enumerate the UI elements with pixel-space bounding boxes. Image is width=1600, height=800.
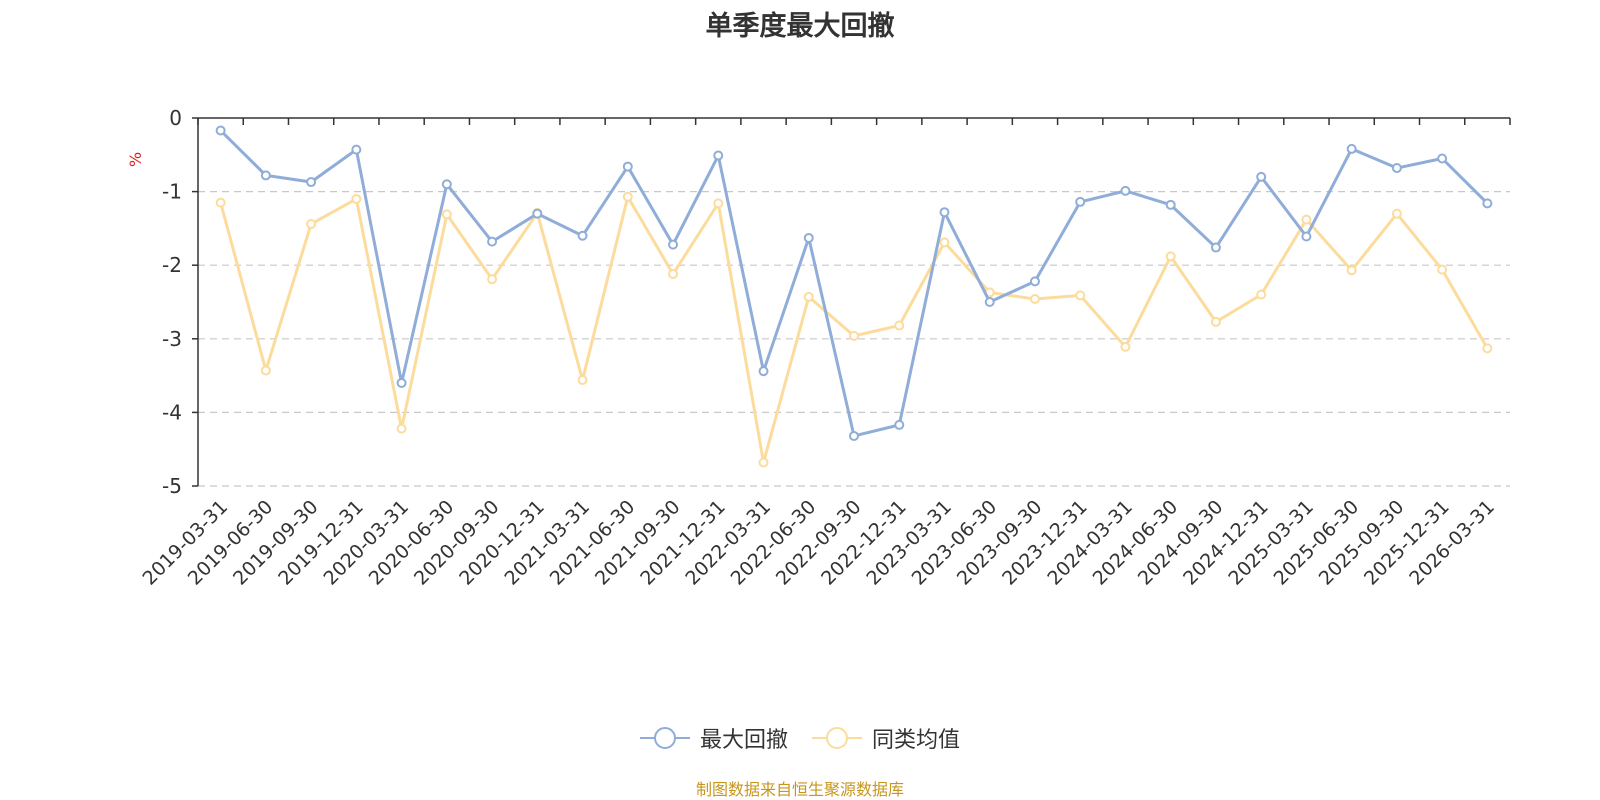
x-axis-ticks: 2019-03-312019-06-302019-09-302019-12-31… [139, 118, 1511, 590]
data-point [1301, 214, 1312, 225]
data-point [1210, 242, 1221, 253]
gridlines [198, 191, 1510, 487]
legend-item-peer-average[interactable]: 同类均值 [812, 722, 960, 754]
data-point [1165, 251, 1176, 262]
data-point [441, 209, 452, 220]
data-point [713, 150, 724, 161]
legend-marker-icon [812, 727, 862, 749]
data-point [984, 297, 995, 307]
legend-item-max-drawdown[interactable]: 最大回撤 [639, 722, 788, 754]
y-tick-label: -1 [162, 180, 182, 204]
series-lines [215, 125, 1493, 468]
data-point [1391, 163, 1402, 174]
data-point [758, 366, 769, 377]
data-point [532, 208, 543, 219]
data-point [849, 330, 859, 341]
data-point [1482, 198, 1493, 209]
data-point [351, 193, 362, 204]
data-point [351, 144, 362, 155]
data-point [396, 423, 407, 434]
data-point [215, 125, 226, 136]
data-point [939, 237, 950, 248]
data-point [849, 430, 859, 441]
y-tick-label: -2 [162, 253, 182, 277]
data-point [1482, 343, 1493, 354]
data-point [939, 207, 950, 218]
data-point [1256, 171, 1267, 182]
data-point [306, 218, 317, 229]
data-point [396, 377, 407, 388]
data-point [1029, 294, 1040, 305]
data-point [1075, 290, 1086, 301]
data-point [668, 269, 679, 280]
data-point [1301, 231, 1312, 242]
data-point [1120, 185, 1131, 196]
data-point [1120, 341, 1131, 352]
legend: 最大回撤 同类均值 [0, 722, 1600, 754]
chart-title: 单季度最大回撤 [705, 11, 895, 42]
data-point [260, 170, 271, 181]
data-point [1437, 153, 1448, 164]
data-point [1346, 143, 1357, 154]
data-point [622, 161, 633, 172]
data-point [306, 177, 317, 188]
data-point [487, 236, 498, 247]
data-point [577, 230, 588, 241]
y-axis-ticks: 0 -1 -2 -3 -4 -5 [162, 106, 198, 498]
legend-label: 同类均值 [872, 728, 961, 753]
data-point [1165, 199, 1176, 210]
legend-label: 最大回撤 [699, 728, 788, 753]
legend-marker-icon [639, 727, 690, 749]
data-point [1210, 316, 1221, 327]
y-tick-label: -3 [162, 327, 182, 351]
source-note: 制图数据来自恒生聚源数据库 [695, 780, 904, 799]
data-point [1029, 276, 1040, 287]
y-tick-label: 0 [169, 106, 182, 130]
data-point [758, 457, 769, 468]
data-point [894, 419, 905, 430]
data-point [713, 198, 724, 209]
data-point [487, 274, 498, 285]
data-point [577, 375, 588, 386]
data-point [441, 179, 452, 190]
data-point [894, 320, 905, 331]
data-point [622, 191, 633, 202]
data-point [260, 365, 271, 376]
series-line [219, 195, 1489, 464]
axes [197, 117, 1510, 486]
data-point [1256, 289, 1267, 300]
y-tick-label: -4 [162, 400, 182, 424]
data-point [1075, 196, 1086, 207]
data-point [1437, 264, 1448, 275]
data-point [803, 232, 814, 243]
data-point [215, 197, 226, 208]
data-point [803, 291, 814, 302]
data-point [1346, 265, 1357, 276]
y-tick-label: -5 [162, 474, 182, 498]
data-point [1391, 208, 1402, 219]
data-point [668, 239, 679, 250]
